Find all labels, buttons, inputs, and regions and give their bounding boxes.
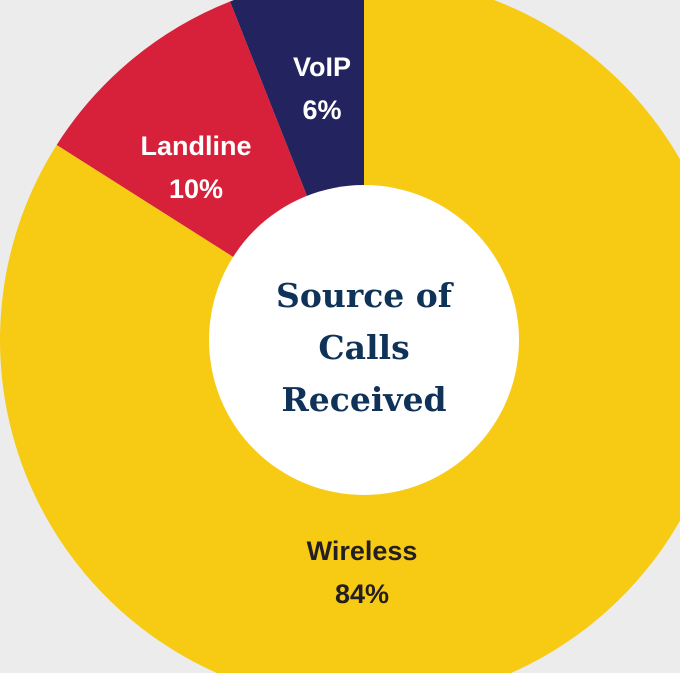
center-title-line-3: Received (281, 380, 446, 419)
slice-label-landline: Landline (140, 131, 251, 161)
center-title-line-1: Source of (276, 276, 454, 315)
center-hole (209, 185, 519, 495)
slice-label-wireless: Wireless (307, 536, 418, 566)
slice-label-voip: VoIP (293, 52, 351, 82)
slice-value-voip: 6% (302, 95, 341, 125)
slice-value-wireless: 84% (335, 579, 389, 609)
center-title-line-2: Calls (318, 328, 409, 367)
slice-value-landline: 10% (169, 174, 223, 204)
